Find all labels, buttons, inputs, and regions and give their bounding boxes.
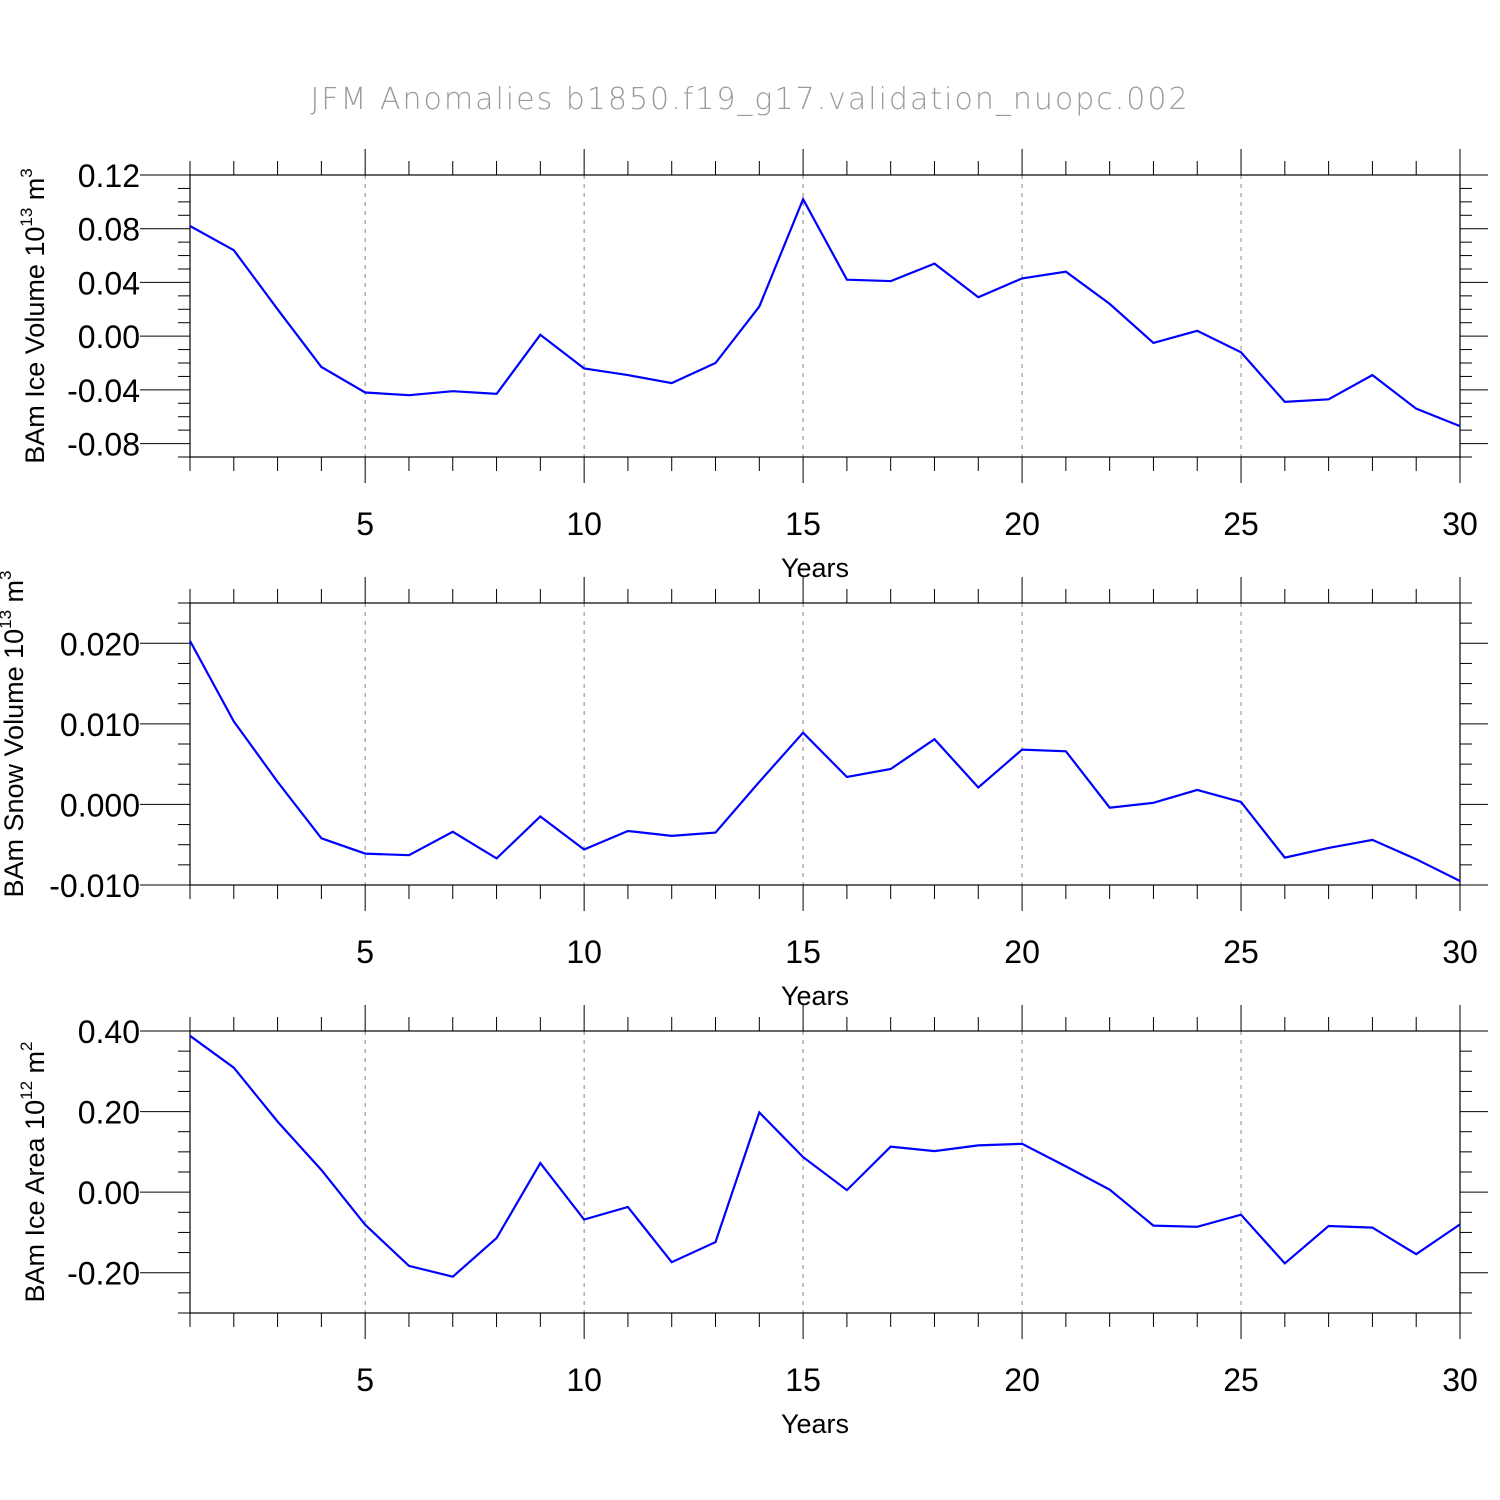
- plot-frame: [189, 1030, 1461, 1314]
- y-tick-label: 0.000: [60, 787, 140, 823]
- x-tick-label: 20: [1004, 1362, 1040, 1398]
- y-tick-label: -0.20: [67, 1256, 140, 1292]
- x-tick-label: 5: [356, 506, 374, 542]
- x-tick-label: 15: [785, 1362, 821, 1398]
- y-tick-label: 0.020: [60, 626, 140, 662]
- x-tick-label: 25: [1223, 934, 1259, 970]
- x-tick-label: 20: [1004, 506, 1040, 542]
- data-line: [189, 640, 1461, 882]
- chart-panel-2: 5 10 15 20 25 30 0.020 0.010 0.000 -0.010 Years BAm…: [0, 570, 1488, 1011]
- chart-panel-3: 5 10 15 20 25 30 0.40 0.20 0.00 -0.20 Years BAm Ice…: [17, 1005, 1488, 1439]
- y-tick-label: -0.08: [67, 427, 140, 463]
- y-tick-label: 0.00: [78, 1175, 140, 1211]
- y-axis-label: BAm Ice Volume 1013 m3: [17, 168, 50, 464]
- x-tick-label: 15: [785, 506, 821, 542]
- x-tick-label: 20: [1004, 934, 1040, 970]
- chart-panel-1: 5 10 15 20 25 30 0.12 0.08 0.04 0.00 -0.04 -0.08 Yea…: [17, 149, 1488, 583]
- y-tick-label: 0.00: [78, 319, 140, 355]
- x-axis-label: Years: [781, 1409, 849, 1439]
- x-axis-label: Years: [781, 981, 849, 1011]
- x-tick-label: 25: [1223, 506, 1259, 542]
- x-tick-label: 30: [1442, 1362, 1478, 1398]
- x-axis-label: Years: [781, 553, 849, 583]
- x-tick-label: 10: [566, 506, 602, 542]
- y-tick-label: 0.08: [78, 212, 140, 248]
- data-line: [189, 1034, 1461, 1278]
- y-axis-label: BAm Ice Area 1012 m2: [17, 1042, 50, 1303]
- figure-title: JFM Anomalies b1850.f19_g17.validation_n…: [310, 82, 1190, 117]
- x-tick-label: 10: [566, 1362, 602, 1398]
- y-tick-label: -0.010: [49, 868, 140, 904]
- y-tick-label: 0.010: [60, 707, 140, 743]
- plot-frame: [189, 174, 1461, 458]
- y-tick-label: 0.04: [78, 265, 140, 301]
- x-tick-label: 5: [356, 934, 374, 970]
- y-axis-label: BAm Snow Volume 1013 m3: [0, 570, 29, 897]
- y-tick-label: 0.40: [78, 1014, 140, 1050]
- y-tick-label: -0.04: [67, 373, 140, 409]
- x-tick-label: 30: [1442, 506, 1478, 542]
- x-tick-label: 25: [1223, 1362, 1259, 1398]
- x-tick-label: 5: [356, 1362, 374, 1398]
- y-tick-label: 0.20: [78, 1095, 140, 1131]
- y-tick-label: 0.12: [78, 158, 140, 194]
- x-tick-label: 15: [785, 934, 821, 970]
- data-line: [189, 196, 1461, 428]
- plot-frame: [189, 602, 1461, 886]
- x-tick-label: 10: [566, 934, 602, 970]
- x-tick-label: 30: [1442, 934, 1478, 970]
